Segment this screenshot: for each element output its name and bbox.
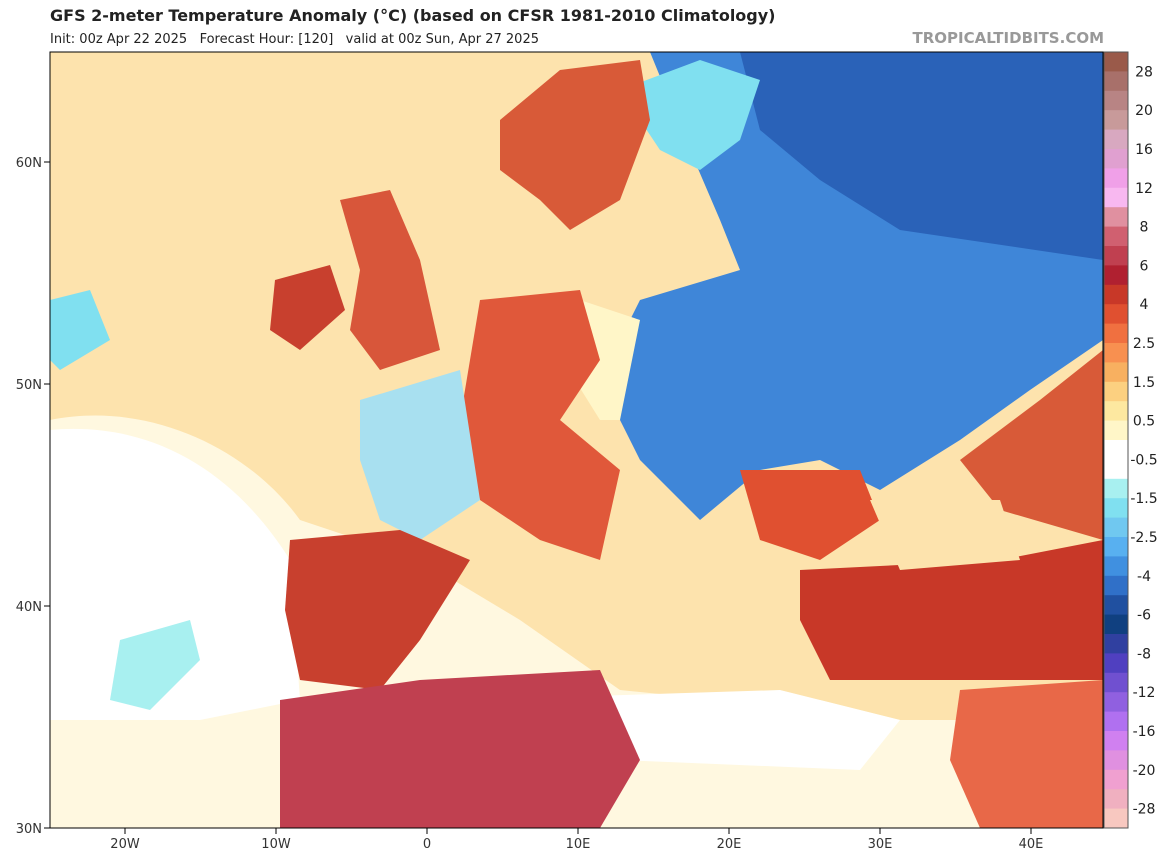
colorbar: 28 20 16 12 8 6 4 2.5 1.5 0.5 -0.5 -1.5 -2.5 -4 -6 -8 -1…: [1103, 51, 1158, 829]
colorbar-swatch: [1104, 556, 1128, 577]
warm-land: [285, 530, 470, 690]
cool-patch: [50, 290, 110, 370]
colorbar-swatch: [1104, 672, 1128, 693]
colorbar-swatch: [1104, 440, 1128, 460]
colorbar-swatch: [1104, 595, 1128, 616]
colorbar-swatch: [1104, 401, 1128, 422]
colorbar-label: -12: [1133, 685, 1156, 701]
lon-label: 10W: [261, 837, 291, 852]
colorbar-swatch: [1104, 537, 1128, 557]
title: GFS 2-meter Temperature Anomaly (°C) (ba…: [50, 6, 776, 25]
warm-land: [740, 470, 880, 560]
hot-land: [280, 670, 640, 828]
colorbar-swatch: [1104, 284, 1128, 305]
colorbar-swatch: [1104, 362, 1128, 383]
colorbar-swatch: [1104, 265, 1128, 286]
lon-label: 0: [423, 837, 431, 852]
colorbar-swatch: [1104, 478, 1128, 499]
warm-land: [500, 60, 650, 230]
colorbar-swatch: [1104, 498, 1128, 519]
colorbar-label: -8: [1137, 646, 1151, 662]
colorbar-label: -16: [1133, 724, 1156, 740]
colorbar-swatch: [1104, 187, 1128, 208]
colorbar-label: 20: [1135, 103, 1153, 119]
warm-land: [800, 540, 1103, 680]
colorbar-label: 28: [1135, 64, 1153, 80]
black-sea: [870, 500, 1020, 570]
colorbar-label: -0.5: [1130, 452, 1157, 468]
colorbar-swatch: [1104, 808, 1128, 829]
colorbar-label: -20: [1133, 763, 1156, 779]
lat-label: 50N: [16, 378, 42, 393]
colorbar-swatch: [1104, 343, 1128, 363]
source: TROPICALTIDBITS.COM: [913, 29, 1105, 47]
map: [49, 51, 1104, 829]
colorbar-swatch: [1104, 90, 1128, 111]
cool-patch: [110, 620, 200, 710]
colorbar-label: -1.5: [1130, 491, 1157, 507]
colorbar-label: 0.5: [1133, 414, 1155, 430]
warm-land: [460, 290, 620, 560]
lat-label: 30N: [16, 822, 42, 837]
colorbar-swatch: [1104, 711, 1128, 732]
lon-label: 10E: [566, 837, 591, 852]
warm-land: [340, 190, 440, 370]
lon-label: 40E: [1019, 837, 1044, 852]
colorbar-swatch: [1104, 459, 1128, 480]
colorbar-label: 2.5: [1133, 336, 1155, 352]
colorbar-swatch: [1104, 789, 1128, 810]
colorbar-swatch: [1104, 323, 1128, 344]
subtitle: Init: 00z Apr 22 2025 Forecast Hour: [12…: [50, 32, 539, 47]
colorbar-swatch: [1104, 692, 1128, 713]
cool-patch: [620, 60, 760, 170]
lat-label: 60N: [16, 156, 42, 171]
colorbar-swatch: [1104, 750, 1128, 771]
lon-label: 30E: [868, 837, 893, 852]
axes: 60N 50N 40N 30N 20W 10W 0 10E 20E 30E 40E: [16, 156, 1044, 852]
colorbar-swatch: [1104, 517, 1128, 538]
lon-label: 20E: [717, 837, 742, 852]
lon-label: 20W: [110, 837, 140, 852]
warm-land: [950, 680, 1103, 828]
colorbar-swatch: [1104, 207, 1128, 228]
colorbar-swatch: [1104, 304, 1128, 325]
colorbar-swatch: [1104, 653, 1128, 674]
cool-land: [360, 370, 480, 540]
colorbar-label: -28: [1133, 802, 1156, 818]
colorbar-swatch: [1104, 769, 1128, 790]
colorbar-swatch: [1104, 381, 1128, 402]
colorbar-swatch: [1104, 226, 1128, 247]
cold-core: [740, 52, 1103, 260]
colorbar-label: -4: [1137, 569, 1151, 585]
colorbar-swatch: [1104, 614, 1128, 635]
colorbar-swatch: [1104, 420, 1128, 441]
colorbar-label: 12: [1135, 181, 1153, 197]
map-frame: [49, 51, 1104, 829]
colorbar-swatch: [1104, 575, 1128, 596]
colorbar-swatch: [1104, 634, 1128, 654]
colorbar-label: -6: [1137, 608, 1151, 624]
colorbar-swatch: [1104, 71, 1128, 92]
colorbar-swatch: [1104, 246, 1128, 266]
warm-land: [270, 265, 345, 350]
colorbar-swatch: [1104, 731, 1128, 751]
colorbar-label: 16: [1135, 142, 1153, 158]
colorbar-label: -2.5: [1130, 530, 1157, 546]
colorbar-frame: [1103, 51, 1129, 829]
colorbar-label: 4: [1140, 297, 1149, 313]
colorbar-swatch: [1104, 149, 1128, 169]
colorbar-swatch: [1104, 168, 1128, 189]
colorbar-label: 1.5: [1133, 375, 1155, 391]
colorbar-swatch: [1104, 110, 1128, 131]
lat-label: 40N: [16, 600, 42, 615]
warm-land: [960, 350, 1103, 540]
neutral-area: [50, 428, 300, 720]
colorbar-label: 6: [1140, 258, 1149, 274]
colorbar-swatch: [1104, 129, 1128, 150]
colorbar-label: 8: [1140, 220, 1149, 236]
colorbar-swatch: [1104, 52, 1128, 72]
